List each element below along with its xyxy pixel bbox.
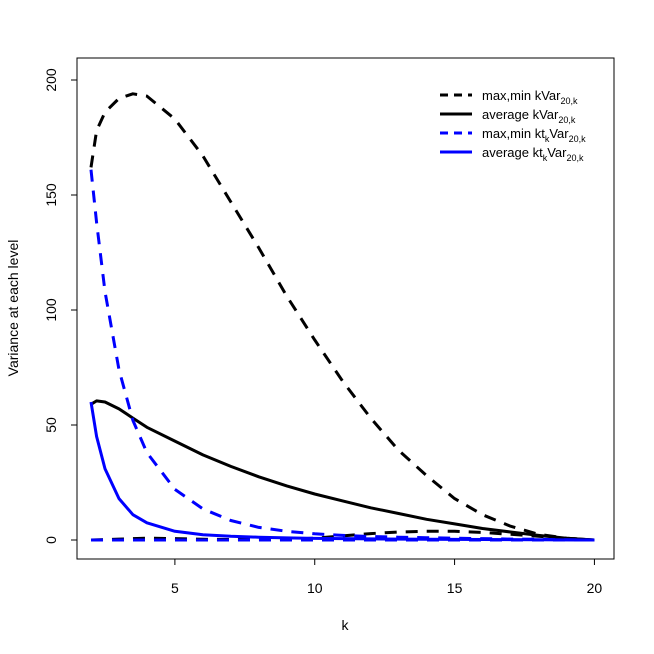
x-tick-label: 5 xyxy=(171,580,179,596)
y-axis: 0 50 100 150 200 xyxy=(43,68,78,544)
series-line-3 xyxy=(90,399,595,542)
series-layer xyxy=(89,92,595,542)
series-line-1 xyxy=(89,92,595,542)
x-tick-label: 20 xyxy=(587,580,603,596)
y-tick-label: 50 xyxy=(43,417,59,433)
x-tick-label: 10 xyxy=(307,580,323,596)
series-line-6 xyxy=(89,401,595,542)
y-axis-label: Variance at each level xyxy=(5,240,21,377)
legend-label-1: max,min kVar20,k xyxy=(482,88,578,106)
y-tick-label: 0 xyxy=(43,536,59,544)
x-axis: 5 10 15 20 xyxy=(171,558,603,596)
x-tick-label: 15 xyxy=(447,580,463,596)
series-line-4 xyxy=(89,169,595,542)
legend-label-4: average ktkVar20,k xyxy=(482,145,584,163)
y-tick-label: 100 xyxy=(43,298,59,322)
y-tick-label: 200 xyxy=(43,68,59,92)
y-tick-label: 150 xyxy=(43,183,59,207)
legend-label-3: max,min ktkVar20,k xyxy=(482,126,586,144)
legend-label-2: average kVar20,k xyxy=(482,107,576,125)
x-axis-label: k xyxy=(342,617,350,633)
